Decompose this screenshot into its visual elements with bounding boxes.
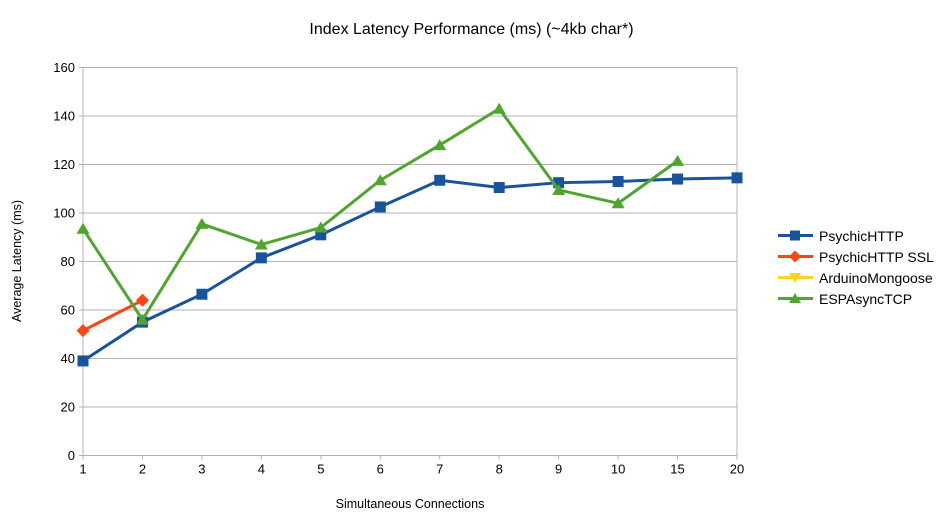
legend-item-arduinomongoose: ArduinoMongoose: [777, 267, 934, 288]
series-psychichttp-marker: [315, 229, 327, 241]
series-psychichttp-marker: [77, 355, 89, 367]
series-psychichttp-marker: [731, 172, 743, 184]
legend-marker-psychichttp-ssl: [789, 250, 801, 263]
legend-swatch-psychichttp: [778, 230, 813, 241]
legend-label-psychichttp-ssl: PsychicHTTP SSL: [819, 248, 934, 265]
legend-label-espasynctcp: ESPAsyncTCP: [819, 290, 913, 307]
y-tick-label-0: 0: [68, 448, 75, 463]
legend-marker-arduinomongoose: [789, 273, 801, 283]
x-tick-label-10: 10: [611, 462, 625, 477]
series-psychichttp-marker: [553, 177, 565, 189]
series-psychichttp-marker: [374, 201, 386, 213]
x-tick-label-5: 5: [317, 462, 324, 477]
series-psychichttp-marker: [612, 175, 624, 187]
x-tick-label-3: 3: [198, 462, 205, 477]
series-espasynctcp-marker: [76, 222, 90, 234]
x-tick-label-7: 7: [436, 462, 443, 477]
legend-swatch-arduinomongoose: [778, 273, 813, 283]
legend-marker-espasynctcp: [789, 293, 801, 303]
x-axis-title: Simultaneous Connections: [335, 497, 485, 511]
x-tick-label-15: 15: [670, 462, 684, 477]
series-espasynctcp-marker: [552, 183, 566, 195]
series-espasynctcp-marker: [135, 313, 149, 325]
legend-item-espasynctcp: ESPAsyncTCP: [777, 288, 934, 309]
series-espasynctcp-marker: [492, 102, 506, 114]
series-psychichttp-marker: [196, 288, 208, 300]
x-tick-label-4: 4: [258, 462, 265, 477]
y-tick-label-100: 100: [53, 206, 75, 221]
x-tick-label-1: 1: [79, 462, 86, 477]
legend-swatch-psychichttp-ssl: [778, 250, 813, 263]
series-espasynctcp-marker: [314, 221, 328, 233]
chart-title: Index Latency Performance (ms) (~4kb cha…: [309, 21, 634, 38]
x-tick-label-6: 6: [377, 462, 384, 477]
series-psychichttp-ssl-marker: [135, 293, 149, 307]
legend-item-psychichttp-ssl: PsychicHTTP SSL: [777, 246, 934, 267]
series-espasynctcp-marker: [373, 174, 387, 186]
y-tick-label-20: 20: [61, 400, 75, 415]
series-psychichttp-marker: [672, 173, 684, 185]
legend-marker-psychichttp: [790, 230, 800, 241]
series-psychichttp-marker: [493, 182, 505, 194]
y-tick-label-160: 160: [53, 60, 75, 75]
x-tick-label-9: 9: [555, 462, 562, 477]
legend: PsychicHTTP PsychicHTTP SSL ArduinoMongoos…: [777, 225, 934, 309]
series-espasynctcp-marker: [254, 238, 268, 250]
y-axis-title: Average Latency (ms): [10, 199, 24, 323]
x-tick-label-20: 20: [730, 462, 744, 477]
y-tick-label-40: 40: [61, 351, 75, 366]
series-psychichttp-ssl-marker: [76, 324, 90, 338]
x-tick-label-8: 8: [496, 462, 503, 477]
series-espasynctcp-marker: [671, 154, 685, 166]
series-espasynctcp-line: [81, 106, 679, 323]
series-espasynctcp-marker: [611, 197, 625, 209]
legend-label-arduinomongoose: ArduinoMongoose: [819, 269, 933, 286]
y-tick-label-80: 80: [61, 254, 75, 269]
series-psychichttp-marker: [255, 252, 267, 264]
y-tick-label-60: 60: [61, 303, 75, 318]
y-tick-label-120: 120: [53, 157, 75, 172]
legend-swatch-espasynctcp: [778, 293, 813, 303]
y-tick-label-140: 140: [53, 109, 75, 124]
series-espasynctcp-marker: [433, 139, 447, 151]
x-tick-label-2: 2: [139, 462, 146, 477]
series-espasynctcp-marker: [195, 217, 209, 229]
legend-item-psychichttp: PsychicHTTP: [777, 225, 934, 246]
legend-label-psychichttp: PsychicHTTP: [819, 227, 904, 244]
series-psychichttp-marker: [434, 174, 446, 186]
series-psychichttp-line: [82, 176, 738, 363]
